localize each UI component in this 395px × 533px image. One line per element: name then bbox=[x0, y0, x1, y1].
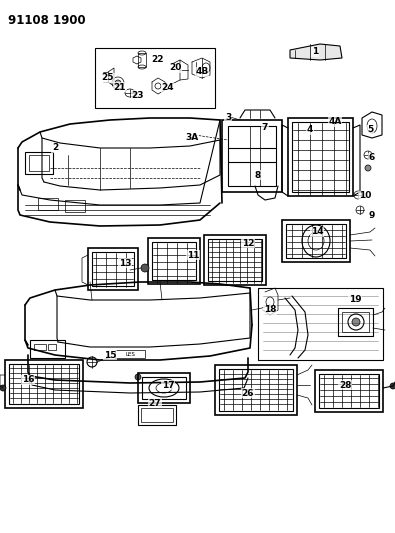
Ellipse shape bbox=[0, 385, 6, 391]
Bar bbox=[228, 126, 276, 186]
Text: 20: 20 bbox=[169, 63, 181, 72]
Bar bbox=[215, 365, 297, 415]
Bar bbox=[258, 288, 383, 360]
Text: 9: 9 bbox=[369, 211, 375, 220]
Text: 24: 24 bbox=[162, 84, 174, 93]
Text: 16: 16 bbox=[22, 376, 34, 384]
Text: 4: 4 bbox=[307, 125, 313, 134]
Bar bbox=[48, 344, 56, 350]
Text: 2: 2 bbox=[52, 143, 58, 152]
Bar bbox=[315, 370, 383, 412]
Text: 3A: 3A bbox=[185, 133, 199, 142]
Bar bbox=[88, 248, 138, 290]
Text: LES: LES bbox=[125, 351, 135, 357]
Text: 15: 15 bbox=[104, 351, 116, 359]
Bar bbox=[38, 198, 58, 210]
Text: 1: 1 bbox=[312, 47, 318, 56]
Text: 4B: 4B bbox=[196, 68, 209, 77]
Text: 26: 26 bbox=[242, 389, 254, 398]
Text: 23: 23 bbox=[132, 91, 144, 100]
Bar bbox=[286, 224, 346, 258]
Ellipse shape bbox=[135, 374, 141, 380]
Text: 5: 5 bbox=[367, 125, 373, 134]
Text: 8: 8 bbox=[255, 171, 261, 180]
Bar bbox=[292, 122, 349, 192]
Bar bbox=[208, 239, 262, 281]
Text: 14: 14 bbox=[311, 228, 324, 237]
Text: 11: 11 bbox=[187, 251, 199, 260]
Ellipse shape bbox=[115, 80, 121, 86]
Text: 91108 1900: 91108 1900 bbox=[8, 14, 86, 27]
Bar bbox=[282, 220, 350, 262]
Text: 19: 19 bbox=[349, 295, 361, 304]
Text: 21: 21 bbox=[114, 83, 126, 92]
Bar bbox=[5, 360, 83, 408]
Text: 17: 17 bbox=[162, 381, 174, 390]
Bar bbox=[92, 252, 134, 286]
Ellipse shape bbox=[352, 318, 360, 326]
Text: 3: 3 bbox=[225, 112, 231, 122]
Bar bbox=[319, 374, 379, 408]
Bar bbox=[204, 235, 266, 285]
Bar bbox=[30, 340, 65, 358]
Text: 7: 7 bbox=[262, 123, 268, 132]
Text: 22: 22 bbox=[152, 55, 164, 64]
Bar bbox=[142, 377, 186, 399]
Bar bbox=[342, 312, 369, 332]
Bar bbox=[9, 364, 79, 404]
Bar bbox=[152, 242, 196, 280]
Bar bbox=[138, 373, 190, 403]
Bar bbox=[148, 238, 200, 284]
Text: 4A: 4A bbox=[328, 117, 342, 126]
Text: 27: 27 bbox=[149, 399, 161, 408]
Text: 18: 18 bbox=[264, 305, 276, 314]
Text: 28: 28 bbox=[339, 381, 351, 390]
Text: 6: 6 bbox=[369, 154, 375, 163]
Bar bbox=[222, 120, 282, 192]
Bar bbox=[288, 118, 353, 196]
Ellipse shape bbox=[390, 383, 395, 389]
Text: 13: 13 bbox=[119, 259, 131, 268]
Bar bbox=[138, 53, 146, 67]
Ellipse shape bbox=[365, 165, 371, 171]
Bar bbox=[29, 155, 49, 171]
Bar bbox=[141, 408, 173, 422]
Bar bbox=[219, 369, 293, 411]
Bar bbox=[65, 200, 85, 212]
Bar bbox=[338, 308, 373, 336]
Bar bbox=[138, 405, 176, 425]
Bar bbox=[34, 344, 46, 350]
Text: 12: 12 bbox=[242, 238, 254, 247]
Bar bbox=[95, 48, 215, 108]
Bar bbox=[115, 350, 145, 358]
Ellipse shape bbox=[141, 264, 149, 272]
Polygon shape bbox=[290, 44, 342, 60]
Bar bbox=[25, 152, 53, 174]
Text: 10: 10 bbox=[359, 191, 371, 200]
Text: 25: 25 bbox=[102, 74, 114, 83]
